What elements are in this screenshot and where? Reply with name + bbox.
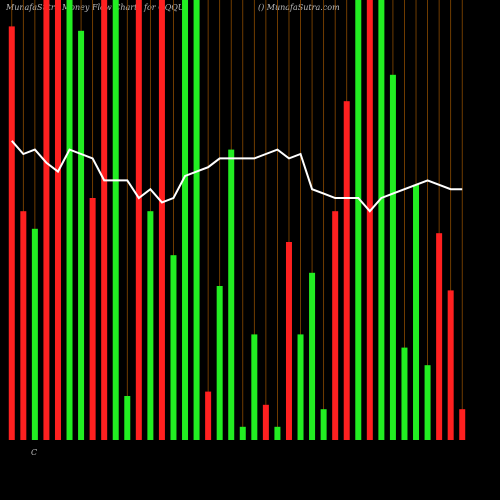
bar xyxy=(112,0,119,440)
chart-title: MunafaSutra Money Flow Charts for QQQU xyxy=(5,3,185,12)
bar xyxy=(158,0,165,440)
bar xyxy=(89,198,96,440)
bar xyxy=(332,211,339,440)
bar xyxy=(436,233,443,440)
bar xyxy=(389,74,396,441)
bar xyxy=(170,255,177,440)
bar xyxy=(20,211,27,440)
bar xyxy=(101,0,108,440)
bar xyxy=(447,290,454,440)
bar xyxy=(366,0,373,440)
bar xyxy=(182,0,189,440)
line xyxy=(11,140,463,213)
bar xyxy=(309,272,316,440)
bar xyxy=(355,0,362,440)
bar xyxy=(251,334,258,440)
bar xyxy=(239,426,246,440)
bar xyxy=(216,286,223,440)
bar xyxy=(274,426,281,440)
bar xyxy=(78,30,85,441)
bar xyxy=(285,242,292,440)
bar xyxy=(228,149,235,440)
bar xyxy=(413,184,420,440)
chart-subtitle: () MunafaSutra.com xyxy=(258,3,340,12)
bar xyxy=(262,404,269,440)
bar xyxy=(66,0,73,440)
bar xyxy=(378,0,385,440)
bar xyxy=(297,334,304,440)
bar xyxy=(193,0,200,440)
bar xyxy=(343,101,350,440)
bar xyxy=(401,347,408,440)
bar xyxy=(8,26,15,441)
bar xyxy=(424,365,431,440)
bar xyxy=(31,228,38,440)
bar xyxy=(124,396,131,440)
bar xyxy=(459,409,466,440)
bar xyxy=(320,409,327,440)
bar xyxy=(54,0,61,440)
bar xyxy=(205,391,212,440)
bar xyxy=(43,0,50,440)
bar xyxy=(135,0,142,440)
annotation: C xyxy=(31,448,37,457)
bar xyxy=(147,211,154,440)
